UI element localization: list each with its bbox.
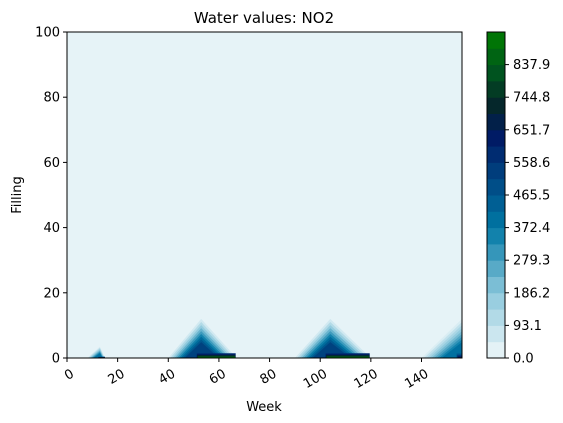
plot-area [66, 31, 463, 359]
colorbar-segment [487, 64, 505, 82]
y-tick-label: 40 [43, 221, 60, 236]
contour-peak [294, 318, 371, 358]
x-tick-label: 40 [156, 367, 178, 388]
x-axis: 0 20 40 60 80 100 120 140 [62, 358, 431, 392]
colorbar-tick-label: 372.4 [513, 221, 550, 236]
x-tick-label: 60 [207, 367, 229, 388]
colorbar-tick-label: 837.9 [513, 58, 550, 73]
colorbar-tick-label: 558.6 [513, 156, 550, 171]
chart-title: Water values: NO2 [194, 9, 334, 27]
contour-peak [421, 318, 462, 358]
colorbar-segment [487, 309, 505, 326]
colorbar-tick-label: 186.2 [513, 286, 550, 301]
contour-peak [168, 318, 237, 358]
x-tick-label: 140 [402, 367, 431, 392]
colorbar-segment [487, 227, 505, 245]
colorbar-segment [487, 129, 505, 147]
colorbar-segment [487, 178, 505, 196]
x-tick-label: 80 [258, 367, 280, 388]
contour-peak [87, 346, 105, 358]
x-axis-label: Week [246, 400, 282, 415]
colorbar-tick-label: 0.0 [513, 352, 534, 367]
x-tick-label: 100 [301, 367, 330, 392]
colorbar-segment [487, 146, 505, 163]
colorbar-segment [487, 162, 505, 180]
y-tick-label: 0 [52, 352, 60, 367]
colorbar: 0.0 93.1 186.2 279.3 372.4 465.5 558.6 651.7 744… [486, 31, 550, 367]
colorbar-segment [487, 243, 505, 261]
x-tick-label: 0 [62, 367, 77, 384]
colorbar-segment [487, 97, 505, 114]
y-axis-label: Filling [10, 176, 25, 213]
colorbar-segment [487, 325, 505, 343]
plot-background [67, 32, 462, 358]
y-tick-label: 60 [43, 156, 60, 171]
colorbar-segment [487, 32, 505, 49]
colorbar-segment [487, 260, 505, 277]
colorbar-segment [487, 211, 505, 229]
colorbar-segment [487, 48, 505, 66]
colorbar-tick-label: 465.5 [513, 189, 550, 204]
contour-fills [87, 318, 462, 358]
colorbar-segment [487, 113, 505, 131]
y-axis: 0 20 40 60 80 100 [35, 26, 67, 367]
plot-frame [66, 31, 463, 359]
x-tick-label: 20 [106, 367, 128, 388]
x-tick-label: 120 [352, 367, 381, 392]
y-tick-label: 20 [43, 286, 60, 301]
colorbar-tick-label: 279.3 [513, 254, 550, 269]
y-tick-label: 100 [35, 26, 60, 41]
colorbar-segment [487, 276, 505, 294]
colorbar-tick-label: 744.8 [513, 91, 550, 106]
colorbar-segment [487, 341, 505, 359]
colorbar-tick-label: 651.7 [513, 123, 550, 138]
y-tick-label: 80 [43, 91, 60, 106]
colorbar-tick-label: 93.1 [513, 319, 542, 334]
colorbar-segment [487, 292, 505, 310]
colorbar-segment [487, 80, 505, 98]
colorbar-segment [487, 195, 505, 212]
